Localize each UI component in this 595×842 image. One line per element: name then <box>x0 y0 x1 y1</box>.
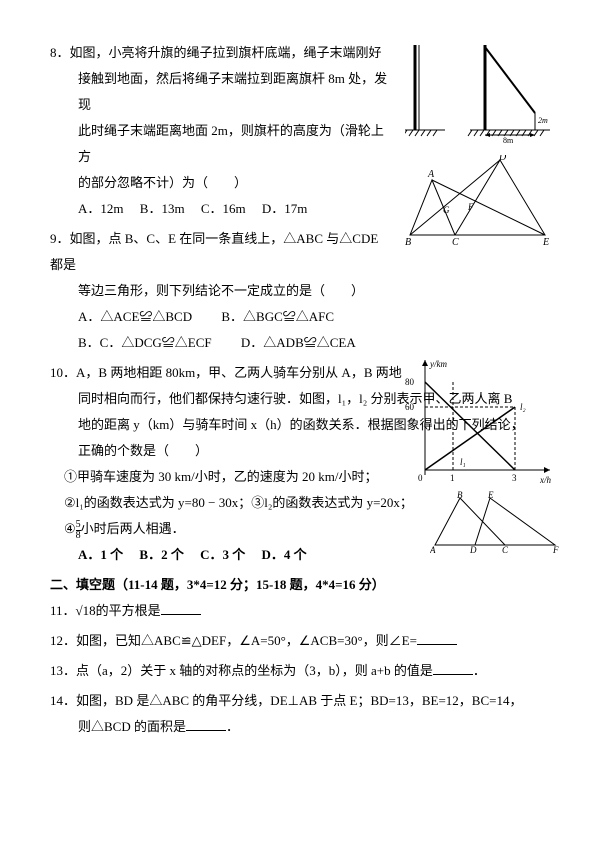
svg-text:E: E <box>487 490 494 500</box>
q10-optD: D．4 个 <box>262 547 307 562</box>
q8-optC: C．16m <box>201 201 246 216</box>
section-2-header: 二、填空题（11-14 题，3*4=12 分；15-18 题，4*4=16 分） <box>50 572 545 598</box>
question-12: 12．如图，已知△ABC≌△DEF，∠A=50°，∠ACB=30°，则∠E= <box>50 628 545 654</box>
svg-text:A: A <box>427 169 435 180</box>
svg-text:60: 60 <box>405 402 415 412</box>
q9-line1: 9．如图，点 B、C、E 在同一条直线上，△ABC 与△CDE 都是 <box>50 226 390 278</box>
q9-diagram: A D B C E G F <box>400 155 560 250</box>
svg-text:1: 1 <box>450 473 455 483</box>
q8-optA: A．12m <box>78 201 124 216</box>
q10-optA: A．1 个 <box>78 547 123 562</box>
question-14: 14．如图，BD 是△ABC 的角平分线，DE⊥AB 于点 E；BD=13，BE… <box>50 688 545 740</box>
svg-text:l₂: l₂ <box>520 402 526 412</box>
q9-options-row2: B．C．△DCG≌△ECF D．△ADB≌△CEA <box>50 330 390 356</box>
svg-text:D: D <box>498 155 507 163</box>
svg-text:80: 80 <box>405 377 415 387</box>
q10-optC: C．3 个 <box>200 547 245 562</box>
q12-diagram: B E A D C F <box>430 490 565 555</box>
svg-text:l₁: l₁ <box>460 457 466 467</box>
svg-text:3: 3 <box>512 473 517 483</box>
q14-line1: 14．如图，BD 是△ABC 的角平分线，DE⊥AB 于点 E；BD=13，BE… <box>50 688 545 714</box>
q10-optB: B．2 个 <box>139 547 183 562</box>
question-11: 11．√18的平方根是 <box>50 598 545 624</box>
svg-text:E: E <box>542 237 549 248</box>
svg-text:B: B <box>457 490 463 500</box>
q11-blank <box>161 600 201 615</box>
q9-optD: D．△ADB≌△CEA <box>241 335 356 350</box>
q12-blank <box>417 630 457 645</box>
svg-text:C: C <box>452 237 459 248</box>
svg-text:G: G <box>443 205 450 215</box>
q8-line2: 接触到地面，然后将绳子末端拉到距离旗杆 8m 处，发现 <box>50 66 390 118</box>
q9-optC: B．C．△DCG≌△ECF <box>78 335 212 350</box>
q8-line4: 的部分忽略不计）为（ ） <box>50 170 390 196</box>
svg-text:x/h: x/h <box>539 475 551 485</box>
q9-optA: A．△ACE≌△BCD <box>78 309 192 324</box>
q9-optB: B．△BGC≌△AFC <box>221 309 334 324</box>
q10-diagram: y/km x/h 80 60 0 1 3 l₁ l₂ <box>400 355 560 495</box>
svg-text:D: D <box>469 545 477 555</box>
q8-optD: D．17m <box>262 201 308 216</box>
q8-diagram: 2m 8m <box>405 35 555 145</box>
svg-text:2m: 2m <box>538 116 548 125</box>
svg-text:F: F <box>552 545 559 555</box>
svg-text:y/km: y/km <box>429 359 447 369</box>
question-13: 13．点（a，2）关于 x 轴的对称点的坐标为（3，b），则 a+b 的值是． <box>50 658 545 684</box>
svg-text:A: A <box>430 545 436 555</box>
q8-optB: B．13m <box>140 201 185 216</box>
q14-line2: 则△BCD 的面积是． <box>50 714 545 740</box>
svg-text:B: B <box>405 237 411 248</box>
q13-blank <box>433 660 473 675</box>
q8-line3: 此时绳子末端距离地面 2m，则旗杆的高度为（滑轮上方 <box>50 118 390 170</box>
q8-line1: 8．如图，小亮将升旗的绳子拉到旗杆底端，绳子末端刚好 <box>50 40 390 66</box>
q8-options: A．12m B．13m C．16m D．17m <box>50 196 390 222</box>
svg-text:C: C <box>502 545 509 555</box>
q9-options-row1: A．△ACE≌△BCD B．△BGC≌△AFC <box>50 304 390 330</box>
q9-line2: 等边三角形，则下列结论不一定成立的是（ ） <box>50 278 390 304</box>
svg-text:0: 0 <box>418 473 423 483</box>
svg-text:8m: 8m <box>503 136 514 145</box>
svg-text:F: F <box>467 202 474 212</box>
